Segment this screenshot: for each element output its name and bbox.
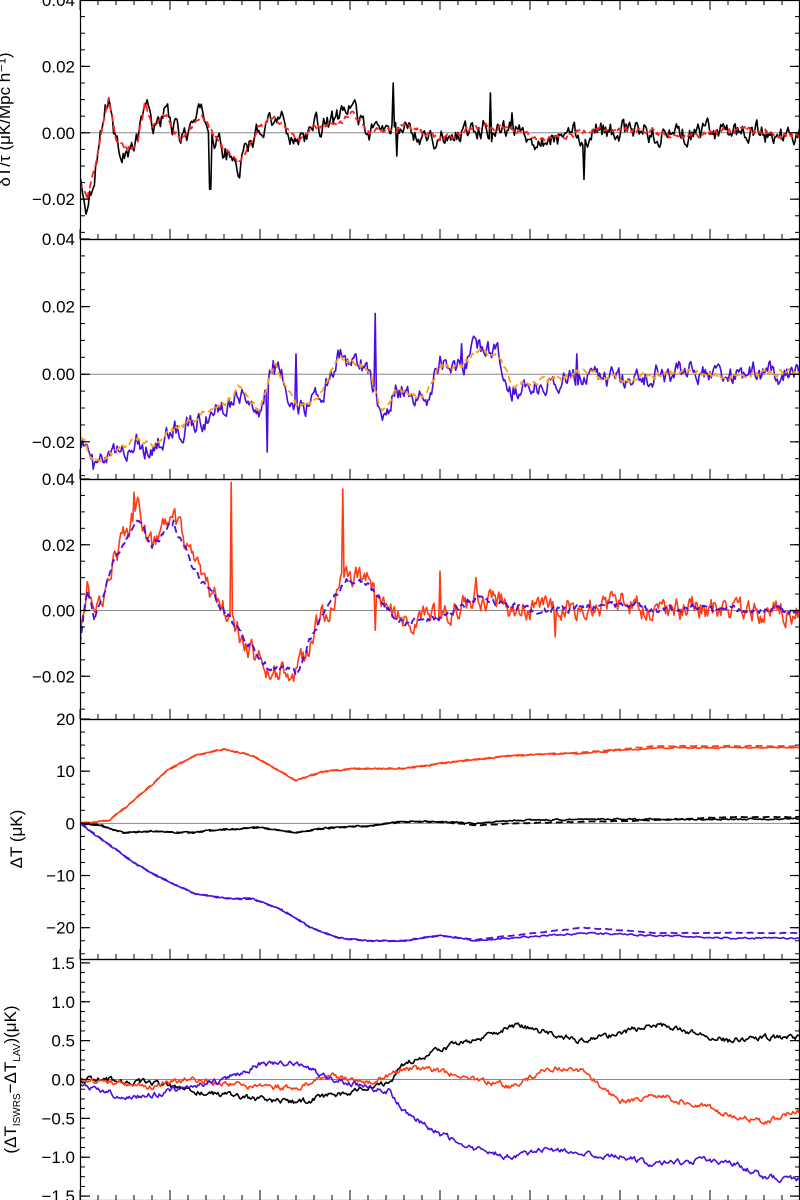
y-axis-label: δT/τ (μK/Mpc h⁻¹) — [0, 52, 14, 186]
panel-2: −0.02 0.00 0.02 0.04 — [32, 230, 800, 481]
y-tick-label: −1.0 — [41, 1148, 75, 1167]
y-tick-label: 0.00 — [42, 124, 75, 143]
series-black-dashed-line — [80, 815, 800, 834]
y-tick-label: −0.5 — [41, 1109, 75, 1128]
series-orange-dashed-line — [80, 347, 800, 463]
series-purple-solid-line — [80, 822, 800, 943]
y-tick-label: 0.04 — [42, 230, 75, 249]
series-purple-dashed-line — [80, 822, 800, 942]
panel-2-plot-area — [80, 312, 800, 470]
y-tick-label: 0.5 — [51, 1032, 75, 1051]
panel-3-plot-area — [80, 481, 800, 682]
y-tick-label: 0.00 — [42, 365, 75, 384]
panel-5-plot-area — [80, 1022, 800, 1184]
panel-frame — [79, 718, 800, 961]
y-tick-label: 0.04 — [42, 470, 75, 489]
y-tick-label: 0 — [66, 814, 75, 833]
panel-4: −20 −10 0 10 20 ΔT (μK) — [7, 710, 800, 961]
y-tick-label: 0.02 — [42, 57, 75, 76]
y-tick-label: 1.0 — [51, 993, 75, 1012]
series-purple-dashed-line — [80, 519, 800, 677]
panel-1: −0.02 0.00 0.02 0.04 δT/τ (μK/Mpc h⁻¹) — [0, 0, 800, 241]
y-tick-label: 0.0 — [51, 1071, 75, 1090]
series-red-dashed-line — [80, 96, 800, 202]
series-purple-solid-line — [80, 312, 800, 470]
series-orange_red-solid-line — [80, 745, 800, 824]
panel-5: −1.5 −1.0 −0.5 0.0 0.5 1.0 1.5 (ΔTISWRS−ΔTLAV)(… — [1, 954, 800, 1200]
y-tick-label: 10 — [56, 762, 75, 781]
panel-1-plot-area — [80, 82, 800, 215]
panel-frame — [79, 0, 800, 241]
y-tick-label: −20 — [46, 919, 75, 938]
y-tick-label: 0.04 — [42, 0, 75, 10]
y-tick-label: −10 — [46, 867, 75, 886]
series-black-solid-line — [80, 1022, 800, 1105]
series-black-solid-line — [80, 817, 800, 834]
y-axis-label: ΔT (μK) — [7, 810, 26, 869]
y-tick-label: 0.02 — [42, 298, 75, 317]
y-axis-label: (ΔTISWRS−ΔTLAV)(μK) — [1, 1005, 23, 1153]
panel-3: −0.02 0.00 0.02 0.04 — [32, 470, 800, 721]
series-purple-solid-line — [80, 1060, 800, 1184]
series-orange_red-solid-line — [80, 481, 800, 682]
y-tick-label: 0.00 — [42, 602, 75, 621]
y-tick-label: −1.5 — [41, 1187, 75, 1200]
panel-4-plot-area — [80, 744, 800, 943]
series-black-solid-line — [80, 82, 800, 215]
series-orange_red-solid-line — [80, 1064, 800, 1125]
y-tick-label: 1.5 — [51, 954, 75, 973]
y-tick-label: −0.02 — [32, 667, 75, 686]
y-tick-label: 20 — [56, 710, 75, 729]
y-tick-label: 0.02 — [42, 536, 75, 555]
series-orange_red-dashed-line — [80, 744, 800, 825]
y-tick-label: −0.02 — [32, 190, 75, 209]
y-tick-label: −0.02 — [32, 433, 75, 452]
